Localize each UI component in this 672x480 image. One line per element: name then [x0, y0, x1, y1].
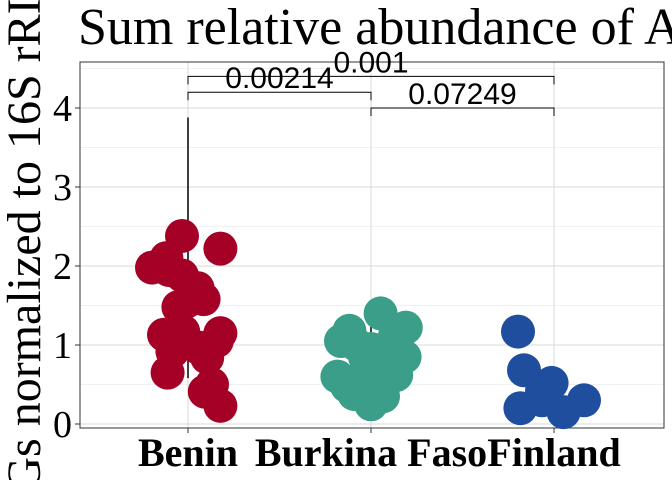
data-point	[567, 383, 601, 418]
p-value-label: 0.00214	[225, 62, 333, 95]
data-point	[190, 340, 225, 375]
y-tick-label: 2	[53, 246, 72, 288]
p-value-label: 0.07249	[408, 78, 516, 111]
data-point	[379, 358, 414, 393]
data-point	[348, 355, 382, 390]
data-point	[150, 355, 185, 390]
x-axis: Benin Burkina Faso Finland	[138, 428, 621, 475]
significance-bracket	[370, 107, 555, 116]
data-point	[203, 231, 238, 266]
x-tick-label: Burkina Faso	[255, 430, 487, 475]
y-tick-label: 4	[53, 88, 72, 130]
y-tick-label: 3	[53, 167, 72, 209]
data-point	[501, 314, 535, 349]
data-points	[135, 218, 601, 430]
data-point	[388, 310, 423, 345]
p-value-label: 0.001	[333, 46, 408, 79]
y-axis: 0 1 2 3 4	[53, 88, 80, 446]
y-tick-label: 0	[53, 404, 72, 446]
data-point	[534, 365, 569, 400]
chart-title: Sum relative abundance of A	[78, 0, 672, 56]
x-tick-label: Finland	[487, 430, 620, 475]
x-tick-label: Benin	[138, 430, 238, 475]
data-point	[354, 387, 388, 422]
y-tick-label: 1	[53, 325, 72, 367]
y-axis-label: Gs normalized to 16S rRI	[0, 0, 51, 480]
data-point	[169, 284, 204, 319]
significance-bracket	[187, 75, 555, 85]
plot-panel	[79, 61, 665, 429]
data-point	[203, 388, 238, 423]
significance-bracket	[187, 91, 372, 101]
data-point	[165, 218, 199, 253]
